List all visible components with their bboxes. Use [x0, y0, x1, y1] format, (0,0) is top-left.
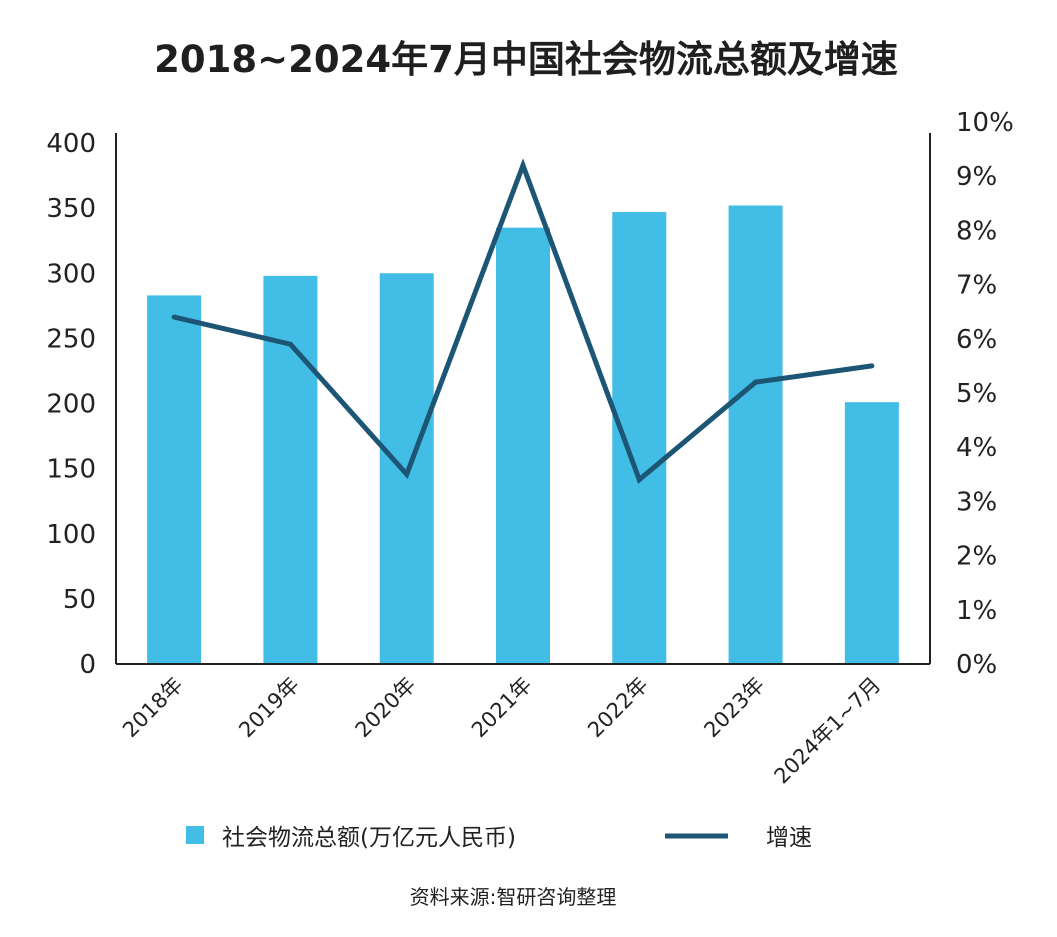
y-tick-label: 350 — [46, 194, 96, 224]
bar — [844, 402, 899, 664]
legend: 社会物流总额(万亿元人民币) 增速 — [186, 825, 812, 851]
x-tick-label: 2021年 — [467, 673, 537, 743]
bar — [728, 205, 783, 664]
legend-bar-label: 社会物流总额(万亿元人民币) — [222, 825, 516, 851]
line-series — [171, 158, 875, 484]
y-tick-label: 200 — [46, 390, 96, 420]
line-point — [520, 162, 526, 168]
y2-tick-label: 3% — [956, 487, 997, 517]
y-tick-label: 150 — [46, 455, 96, 485]
x-tick-label: 2018年 — [118, 673, 188, 743]
right-axis-ticks: 0% 1% 2% 3% 4% 5% 6% 7% 8% 9% 10% — [956, 108, 1014, 680]
bar — [263, 275, 318, 664]
x-tick-label: 2023年 — [699, 673, 769, 743]
line-point — [404, 471, 410, 477]
line-point — [287, 341, 293, 347]
source-note: 资料来源:智研咨询整理 — [410, 885, 617, 909]
y2-tick-label: 6% — [956, 325, 997, 355]
x-tick-label: 2020年 — [351, 673, 421, 743]
y2-tick-label: 0% — [956, 650, 997, 680]
bar-series — [147, 205, 899, 664]
line-point — [171, 314, 177, 320]
y-tick-label: 250 — [46, 324, 96, 354]
line-point — [753, 379, 759, 385]
legend-bar-swatch — [186, 826, 204, 844]
line-point — [636, 477, 642, 483]
axes — [115, 133, 931, 665]
y2-tick-label: 4% — [956, 433, 997, 463]
y2-tick-label: 1% — [956, 596, 997, 626]
y-tick-label: 100 — [46, 520, 96, 550]
bar — [496, 227, 550, 664]
y2-tick-label: 2% — [956, 542, 997, 572]
bar — [612, 212, 667, 664]
left-axis-ticks: 0 50 100 150 200 250 300 350 400 — [46, 129, 96, 680]
y2-tick-label: 5% — [956, 379, 997, 409]
x-tick-label: 2022年 — [583, 673, 653, 743]
y-tick-label: 0 — [79, 650, 96, 680]
y2-tick-label: 9% — [956, 162, 997, 192]
x-tick-label: 2024年1~7月 — [770, 673, 886, 789]
y-tick-label: 50 — [63, 585, 96, 615]
x-tick-label: 2019年 — [234, 673, 304, 743]
chart-title: 2018~2024年7月中国社会物流总额及增速 — [154, 38, 898, 81]
y-tick-label: 400 — [46, 129, 96, 159]
legend-line-label: 增速 — [766, 825, 812, 851]
y-tick-label: 300 — [46, 259, 96, 289]
y2-tick-label: 10% — [956, 108, 1014, 138]
x-axis-ticks: 2018年 2019年 2020年 2021年 2022年 2023年 2024年1~7月 — [118, 673, 885, 789]
bar — [147, 295, 202, 664]
y2-tick-label: 7% — [956, 271, 997, 301]
y2-tick-label: 8% — [956, 216, 997, 246]
line-point — [869, 363, 875, 369]
